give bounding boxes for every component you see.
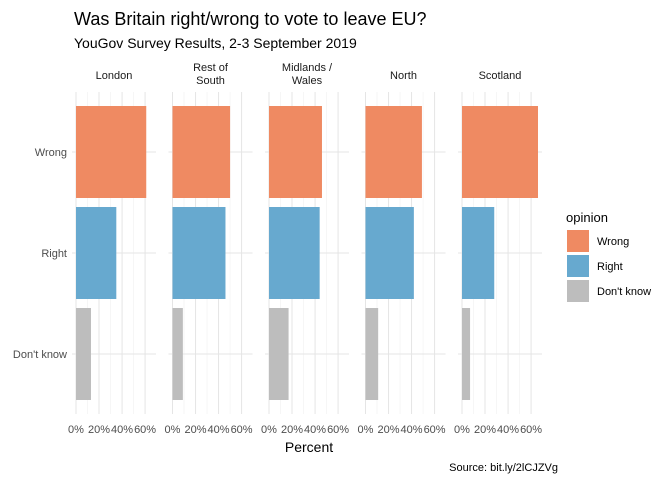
x-tick-label: 20% (474, 424, 496, 436)
bar-don-t-know (269, 308, 289, 400)
chart-title: Was Britain right/wrong to vote to leave… (74, 9, 427, 29)
legend-label: Wrong (597, 236, 629, 248)
legend-swatch (567, 280, 589, 302)
legend-label: Don't know (597, 286, 651, 298)
bar-right (269, 207, 320, 299)
facet-label-line: London (96, 70, 133, 82)
facet-label: Rest of South (193, 62, 229, 87)
x-tick-label: 20% (378, 424, 400, 436)
x-tick-label: 40% (111, 424, 133, 436)
x-tick-label: 60% (424, 424, 446, 436)
facet-label-line: South (196, 75, 225, 87)
facet-label: North (390, 70, 417, 82)
x-tick-label: 60% (520, 424, 542, 436)
y-tick-label: Wrong (35, 147, 67, 159)
bar-right (462, 207, 495, 299)
y-axis: Wrong Right Don't know (13, 147, 67, 361)
x-tick-label: 60% (134, 424, 156, 436)
facet-panel: London 0% 20% 40% 60% (68, 70, 156, 436)
bar-don-t-know (172, 308, 183, 400)
chart-subtitle: YouGov Survey Results, 2-3 September 201… (74, 35, 357, 51)
bar-wrong (76, 106, 147, 198)
legend-title: opinion (566, 210, 608, 225)
x-tick-label: 20% (185, 424, 207, 436)
x-tick-label: 0% (68, 424, 84, 436)
legend: opinion Wrong Right Don't know (566, 210, 651, 302)
x-tick-label: 40% (497, 424, 519, 436)
legend-swatch (567, 255, 589, 277)
x-tick-label: 0% (454, 424, 470, 436)
x-tick-label: 0% (358, 424, 374, 436)
x-tick-label: 40% (208, 424, 230, 436)
bar-wrong (269, 106, 322, 198)
bar-right (172, 207, 226, 299)
x-tick-label: 0% (261, 424, 277, 436)
legend-label: Right (597, 261, 623, 273)
facet-label: Midlands / Wales (282, 62, 333, 87)
bar-don-t-know (76, 308, 91, 400)
facet-label-line: Rest of (193, 62, 229, 74)
bar-wrong (462, 106, 538, 198)
y-tick-label: Don't know (13, 349, 67, 361)
facet-label-line: Wales (292, 75, 323, 87)
x-tick-label: 40% (401, 424, 423, 436)
bar-right (76, 207, 117, 299)
bar-wrong (172, 106, 231, 198)
x-axis-title: Percent (285, 439, 333, 455)
facet-label-line: North (390, 70, 417, 82)
facet-panel: Rest of South 0% 20% 40% 60% (165, 62, 253, 436)
x-tick-label: 60% (327, 424, 349, 436)
chart-caption: Source: bit.ly/2lCJZVg (449, 462, 558, 474)
x-tick-label: 40% (304, 424, 326, 436)
x-tick-label: 20% (281, 424, 303, 436)
legend-swatch (567, 230, 589, 252)
facet-label-line: Midlands / (282, 62, 333, 74)
facet-label: London (96, 70, 133, 82)
facet-panel: Scotland 0% 20% 40% 60% (454, 70, 542, 436)
bar-right (365, 207, 414, 299)
bar-don-t-know (462, 308, 471, 400)
y-tick-label: Right (41, 248, 67, 260)
facet-panel: North 0% 20% 40% 60% (358, 70, 446, 436)
x-tick-label: 20% (88, 424, 110, 436)
facet-label-line: Scotland (479, 70, 522, 82)
bar-don-t-know (365, 308, 379, 400)
x-tick-label: 60% (231, 424, 253, 436)
facet-label: Scotland (479, 70, 522, 82)
facet-panel: Midlands / Wales 0% 20% 40% 60% (261, 62, 349, 436)
x-tick-label: 0% (165, 424, 181, 436)
bar-wrong (365, 106, 422, 198)
